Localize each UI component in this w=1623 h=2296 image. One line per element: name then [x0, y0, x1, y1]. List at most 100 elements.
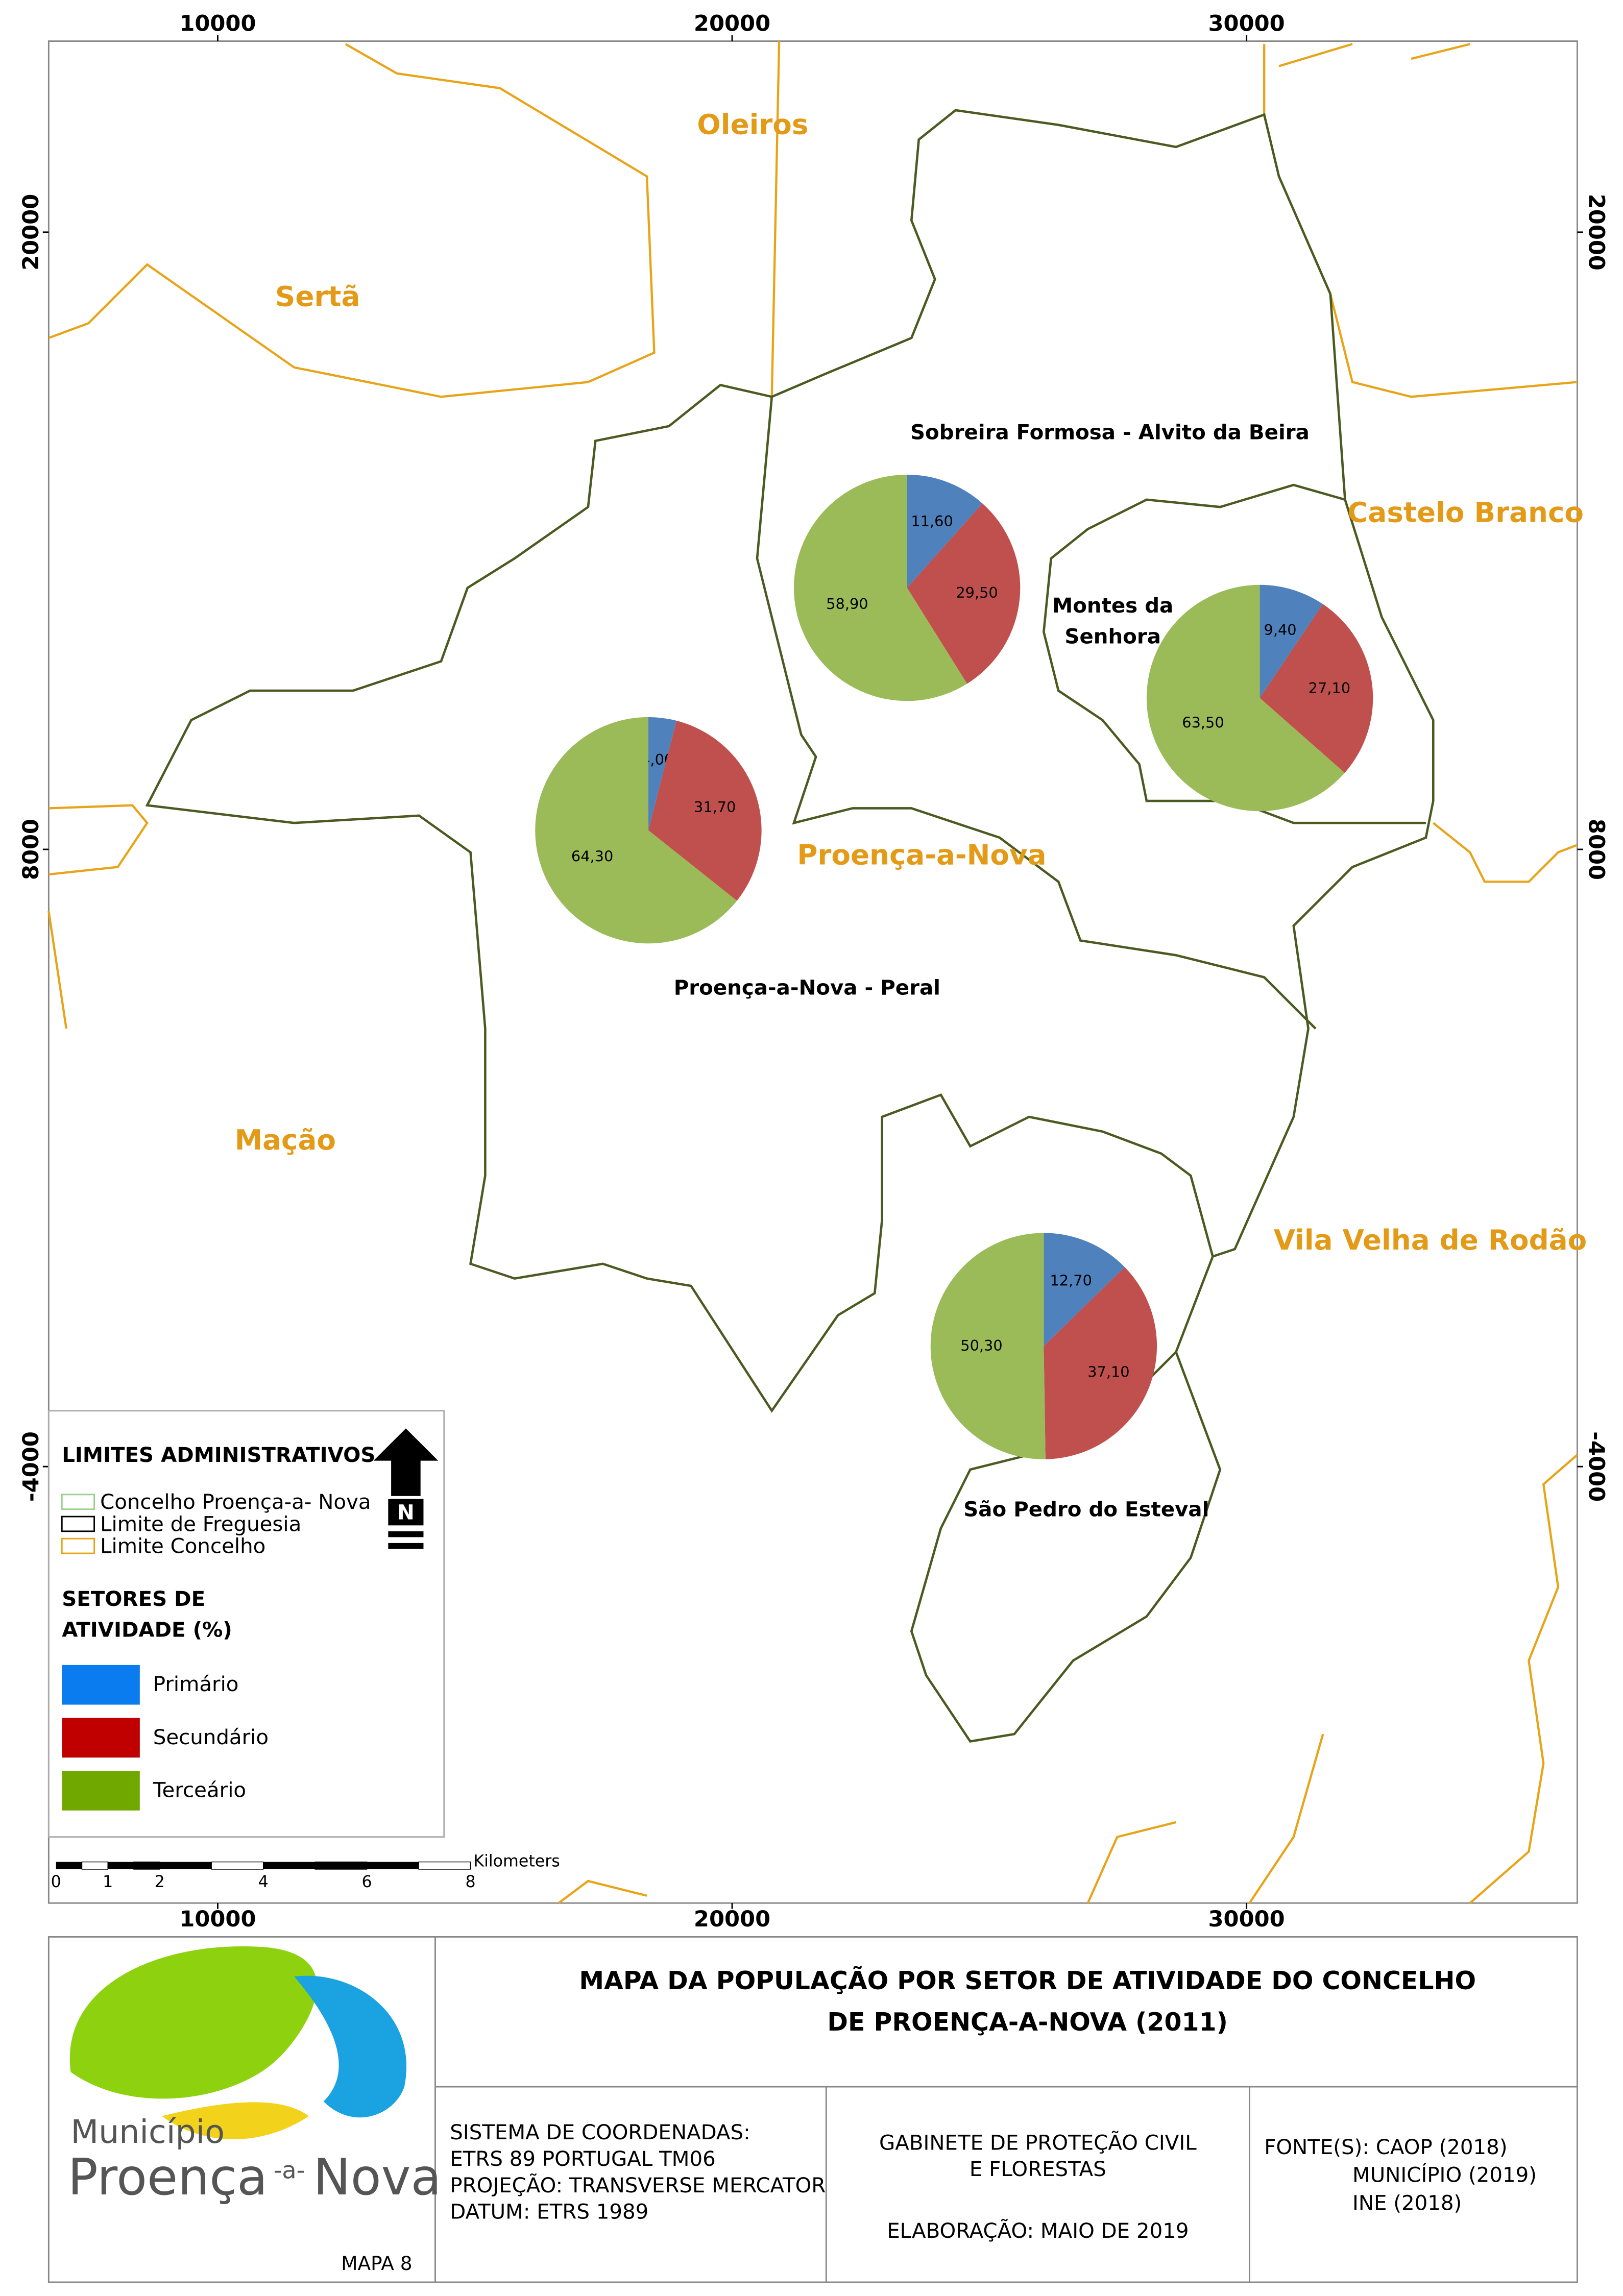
x-tick-label: 20000 [694, 11, 770, 36]
pie-value-label: 63,50 [1182, 714, 1224, 731]
scale-label: 8 [466, 1873, 476, 1891]
info: INE (2018) [1352, 2191, 1462, 2215]
logo-text: Município [71, 2113, 225, 2151]
pie-slice [1146, 584, 1345, 812]
info: MUNICÍPIO (2019) [1352, 2163, 1537, 2187]
sector-legend: Primário Secundário Terceário [62, 1665, 269, 1811]
pie-value-label: 58,90 [826, 595, 868, 613]
logo-shape [69, 1946, 317, 2099]
pie-value-label: 11,60 [911, 512, 953, 530]
pie-value-label: 31,70 [694, 798, 736, 816]
north-label: N [397, 1500, 415, 1524]
scale-label: 0 [51, 1873, 61, 1891]
coordinate-ticks: 10000 10000 20000 20000 30000 30000 20000 20000… [18, 11, 1609, 1932]
scale-segment [211, 1861, 264, 1870]
pie-value-label: 12,70 [1050, 1272, 1092, 1289]
pie-value-label: 37,10 [1087, 1363, 1129, 1380]
map-number: MAPA 8 [341, 2252, 412, 2275]
pie-slice [648, 720, 762, 901]
legend-swatch [61, 1516, 95, 1532]
pie-value-label: 27,10 [1309, 679, 1350, 697]
north-arrow [373, 1428, 439, 1496]
parish-label: São Pedro do Esteval [963, 1498, 1209, 1522]
boundary [756, 397, 1317, 1030]
neighbour-label: Vila Velha de Rodão [1274, 1224, 1587, 1256]
county-line [1263, 43, 1578, 398]
north-bar [388, 1531, 424, 1537]
parish-label: Sobreira Formosa - Alvito da Beira [910, 420, 1310, 444]
neighbour-label: Mação [235, 1123, 336, 1156]
scale-segment [108, 1862, 134, 1869]
title: DE PROENÇA-A-NOVA (2011) [827, 2008, 1228, 2037]
scale-label: 4 [258, 1873, 269, 1891]
legend-item: Secundário [153, 1725, 269, 1749]
parish-label: Senhora [1064, 624, 1160, 648]
county-line [47, 804, 149, 1029]
scale-segment [418, 1861, 471, 1870]
county-line [48, 43, 656, 398]
pie-value-label: 64,30 [571, 848, 613, 865]
info: SISTEMA DE COORDENADAS: [450, 2120, 750, 2144]
y-tick-label: 8000 [1583, 819, 1609, 880]
info: FONTE(S): CAOP (2018) [1264, 2135, 1507, 2159]
parish-label: Proença-a-Nova - Peral [674, 976, 940, 1000]
legend-box [47, 1410, 445, 1838]
x-tick-label: 20000 [694, 1907, 770, 1932]
x-tick-label: 10000 [179, 11, 256, 36]
pie-slice [793, 474, 967, 701]
y-tick-label: 8000 [18, 819, 44, 880]
pie-slice [535, 717, 737, 944]
pie-slice [1259, 604, 1373, 773]
logo-shape [294, 1975, 407, 2118]
pie-slice [1044, 1233, 1125, 1347]
scale-segment [314, 1861, 368, 1870]
pie-value-label: 29,50 [956, 584, 998, 601]
legend-item: Limite Concelho [100, 1534, 265, 1558]
y-tick-label: 20000 [18, 194, 44, 271]
neighbour-label: Proença-a-Nova [797, 839, 1046, 871]
title: MAPA DA POPULAÇÃO POR SETOR DE ATIVIDADE… [579, 1965, 1476, 1995]
info: GABINETE DE PROTEÇÃO CIVIL [879, 2130, 1197, 2155]
info: DATUM: ETRS 1989 [450, 2200, 648, 2224]
scale-segment [81, 1861, 108, 1870]
legend: LIMITES ADMINISTRATIVOS Concelho Proença… [47, 1410, 445, 1838]
footer: Município Proença -a- Nova MAPA 8 MAPA D… [47, 1936, 1578, 2283]
legend-swatch [62, 1718, 140, 1758]
county-line [1432, 822, 1578, 883]
logo-shape [162, 2102, 309, 2140]
info: ETRS 89 PORTUGAL TM06 [450, 2147, 715, 2171]
north-box [388, 1499, 424, 1526]
x-tick-label: 30000 [1208, 1907, 1285, 1932]
x-tick-label: 30000 [1208, 11, 1285, 36]
scale-segment [56, 1862, 82, 1869]
parish-limits [145, 109, 1435, 1743]
y-tick-label: -4000 [18, 1431, 44, 1502]
legend-title: ATIVIDADE (%) [62, 1618, 232, 1642]
y-tick-label: -4000 [1583, 1431, 1609, 1502]
pie-slice [1044, 1267, 1157, 1459]
legend-item: Primário [153, 1672, 239, 1696]
pies: 11,6029,5058,909,4027,1063,504,0031,7064… [535, 474, 1373, 1459]
legend-swatch [62, 1771, 140, 1811]
place-labels: Oleiros Sertã Castelo Branco Proença-a-N… [235, 108, 1587, 1522]
neighbour-label: Oleiros [697, 108, 808, 141]
scale-bar: Kilometers 0 1 2 4 6 8 [51, 1852, 560, 1891]
scale-label: 6 [362, 1873, 372, 1891]
scale-segment [367, 1862, 419, 1869]
scale-segment [263, 1862, 316, 1869]
north-bar [388, 1543, 424, 1549]
parish-label: Montes da [1052, 594, 1173, 618]
legend-item: Concelho Proença-a- Nova [100, 1490, 371, 1514]
neighbour-label: Castelo Branco [1347, 496, 1584, 529]
neighbour-label: Sertã [275, 280, 360, 313]
legend-title: SETORES DE [62, 1587, 205, 1611]
pie-slice [907, 503, 1021, 684]
pie-slice [648, 717, 677, 831]
legend-title: LIMITES ADMINISTRATIVOS [62, 1443, 375, 1467]
pie-slice [907, 474, 983, 588]
logo-text: Nova [313, 2148, 442, 2207]
logo-text: -a- [274, 2157, 305, 2184]
pie-value-label: 9,40 [1264, 621, 1297, 639]
